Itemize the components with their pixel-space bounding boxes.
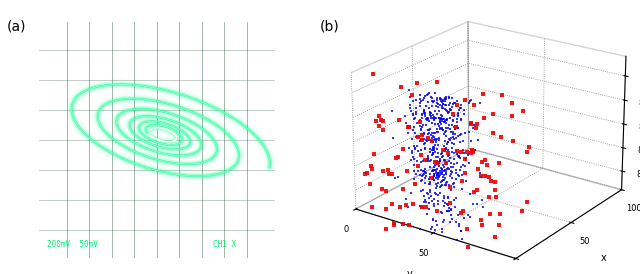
Text: CH1 X: CH1 X bbox=[213, 239, 236, 249]
X-axis label: y: y bbox=[407, 269, 413, 274]
Text: (b): (b) bbox=[320, 19, 340, 33]
Y-axis label: x: x bbox=[600, 253, 606, 263]
Text: 200mV  50mV: 200mV 50mV bbox=[47, 239, 98, 249]
Text: (a): (a) bbox=[6, 19, 26, 33]
